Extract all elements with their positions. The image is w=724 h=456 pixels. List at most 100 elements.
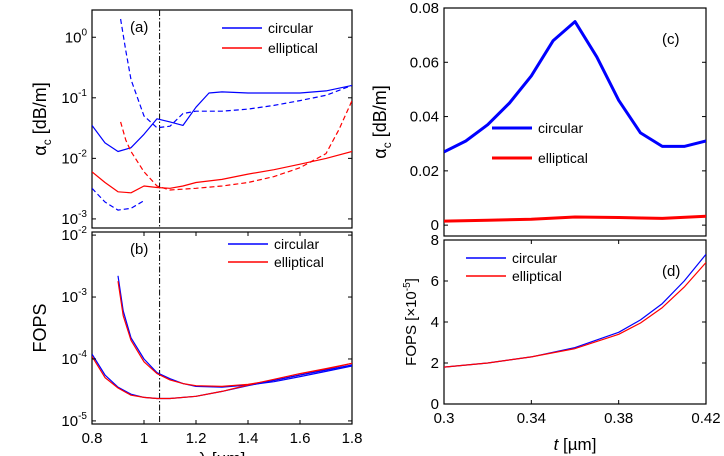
panel-d: 0.3 0.34 0.38 0.42 0 2 4 6 8 (d) circular elliptica… [402, 232, 721, 454]
panel-d-y-tick-text: 2 [431, 355, 439, 372]
panel-a-y-tick-exp: 0 [81, 27, 87, 38]
panel-d-label: (d) [662, 263, 680, 280]
panel-c-y-tick-label: 0 [431, 217, 439, 234]
panel-c-y-tick-label: 0.06 [410, 54, 439, 71]
panel-c-y-tick-text: 0.08 [410, 0, 439, 17]
panel-b-x-label-unit: [µm] [207, 449, 245, 456]
panel-b-x-tick-label-text: 1.8 [342, 430, 363, 447]
panel-d-y-tick-text: 6 [431, 273, 439, 290]
panel-b-x-tick-label-text: 1.6 [290, 430, 311, 447]
panel-a-y-tick-label: 100 [65, 27, 88, 46]
panel-c-legend-text: elliptical [538, 150, 588, 166]
panel-b-y-tick-base: 10 [61, 413, 78, 430]
panel-a-y-tick-exp: -2 [78, 148, 87, 159]
panel-a-y-label-symbol: α [30, 145, 50, 155]
panel-d-frame [443, 239, 707, 405]
panel-d-x-tick-label-text: 0.3 [434, 410, 455, 427]
panel-b-y-tick-base: 10 [61, 289, 78, 306]
panel-b-legend-text: elliptical [274, 254, 324, 270]
panel-b-series [92, 275, 352, 400]
panel-b-y-tick-label: 10-2 [61, 225, 87, 244]
panel-a-series-line [120, 18, 352, 129]
panel-d-y-tick-text: 8 [431, 232, 439, 249]
panel-a-series-line [92, 187, 145, 211]
panel-d-legend-entry: circular [512, 250, 557, 266]
panel-c-y-label-sub: c [380, 142, 394, 148]
panel-b-y-tick-label: 10-4 [61, 349, 87, 368]
panel-b-y-tick-base: 10 [61, 351, 78, 368]
panel-d-y-tick-label: 0 [431, 396, 439, 413]
panel-c-legend-entry: circular [538, 120, 583, 136]
panel-d-legend-entry: elliptical [512, 268, 562, 284]
panel-b-legend-entry: elliptical [274, 254, 324, 270]
panel-c-y-label-unit: [dB/m] [370, 85, 390, 142]
panel-a-legend-entry: elliptical [268, 40, 318, 56]
panel-d-x-tick-label: 0.38 [604, 410, 633, 427]
panel-b-x-label-symbol: λ [199, 449, 208, 456]
panel-b-y-tick-label: 10-3 [61, 287, 87, 306]
panel-d-y-tick-label: 4 [431, 314, 439, 331]
panel-b-y-tick-base: 10 [61, 227, 78, 244]
panel-c-y-label-symbol: α [370, 148, 390, 158]
panel-b-x-tick-label-text: 1.2 [186, 430, 207, 447]
panel-a-series [92, 18, 352, 211]
panel-b-x-tick-label-text: 1 [140, 430, 148, 447]
panel-b-y-tick-exp: -5 [78, 411, 87, 422]
panel-c-series-line [444, 20, 706, 154]
panel-a-y-tick-base: 10 [65, 29, 82, 46]
panel-a-series-line [120, 100, 352, 191]
panel-b-y-label-text: FOPS [30, 303, 50, 352]
panel-d-y-label-end: ] [403, 278, 420, 282]
panel-a-series-line [92, 150, 352, 194]
panel-c-y-tick-text: 0.06 [410, 54, 439, 71]
panel-c-y-tick-label: 0.04 [410, 109, 439, 126]
panel-b-x-tick-label: 1.8 [342, 430, 363, 447]
panel-c-label: (c) [662, 31, 680, 48]
panel-d-y-tick-label: 6 [431, 273, 439, 290]
panel-b-x-tick-label: 0.8 [82, 430, 103, 447]
panel-d-y-tick-text: 4 [431, 314, 439, 331]
panel-b-y-tick-exp: -4 [78, 349, 87, 360]
panel-c-y-tick-text: 0.04 [410, 109, 439, 126]
panel-b-label: (b) [130, 241, 148, 258]
panel-d-x-tick-label-text: 0.42 [691, 410, 720, 427]
panel-d-x-label-unit: [µm] [558, 435, 596, 454]
panel-a-y-label-sub: c [40, 139, 54, 145]
panel-b-legend-entry: circular [274, 236, 319, 252]
panel-c-series [444, 20, 706, 223]
panel-b-y-tick-label: 10-5 [61, 411, 87, 430]
panel-d-y-tick-text: 0 [431, 396, 439, 413]
panel-d-y-label-exp: -5 [402, 282, 413, 291]
panel-a-y-tick-label: 10-2 [61, 148, 87, 167]
panel-b-x-tick-label-text: 0.8 [82, 430, 103, 447]
panel-d-x-tick-label: 0.3 [434, 410, 455, 427]
panel-d-x-tick-label: 0.34 [517, 410, 546, 427]
panel-c-legend-text: circular [538, 120, 583, 136]
panel-c-y-tick-text: 0 [431, 217, 439, 234]
panel-b-x-tick-label: 1.4 [238, 430, 259, 447]
panel-b-y-label: FOPS [30, 303, 50, 352]
panel-c-label-text: (c) [662, 31, 680, 48]
panel-a-y-label-unit: [dB/m] [30, 82, 50, 139]
panel-b-y-tick-exp: -2 [78, 225, 87, 236]
panel-c-frame [443, 7, 707, 237]
panel-b-x-tick-label: 1.2 [186, 430, 207, 447]
panel-d-x-label: t [µm] [554, 435, 597, 454]
panel-a-y-tick-base: 10 [61, 90, 78, 107]
panel-d-series [444, 253, 706, 368]
panel-d-label-text: (d) [662, 263, 680, 280]
panel-b-x-label: λ [µm] [199, 449, 246, 456]
panel-a-y-tick-label: 10-1 [61, 88, 87, 107]
panel-a-y-tick-exp: -3 [78, 209, 87, 220]
panel-d-series-line [444, 262, 706, 368]
panel-a-legend-entry: circular [268, 20, 313, 36]
panel-d-y-tick-label: 2 [431, 355, 439, 372]
panel-c: 0 0.02 0.04 0.06 0.08 (c) circular elliptical αc… [370, 0, 707, 237]
panel-a-legend-text: elliptical [268, 40, 318, 56]
panel-c-y-tick-text: 0.02 [410, 163, 439, 180]
panel-b-x-tick-label: 1.6 [290, 430, 311, 447]
panel-c-y-label: αc [dB/m] [370, 85, 394, 158]
panel-b-label-text: (b) [130, 241, 148, 258]
panel-d-legend-text: elliptical [512, 268, 562, 284]
